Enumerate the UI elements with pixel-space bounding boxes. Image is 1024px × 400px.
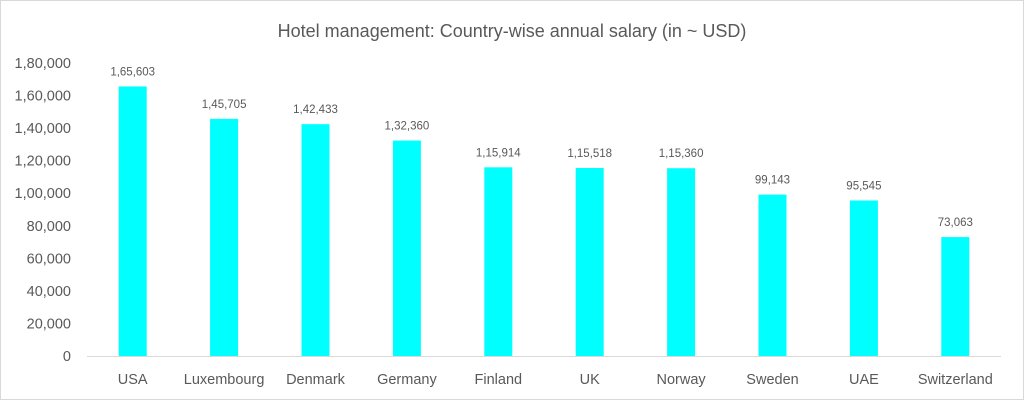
y-tick-label: 1,80,000	[15, 56, 71, 72]
y-tick-label: 0	[63, 349, 71, 365]
x-tick-label: UK	[580, 372, 600, 388]
chart-title: Hotel management: Country-wise annual sa…	[278, 21, 747, 41]
bar	[118, 86, 147, 356]
data-label: 1,15,360	[659, 148, 704, 160]
bar	[849, 200, 878, 356]
bar	[210, 118, 239, 356]
y-tick-label: 80,000	[27, 219, 71, 235]
x-tick-label: Switzerland	[918, 372, 993, 388]
data-label: 1,45,705	[202, 99, 247, 111]
x-tick-label: USA	[118, 372, 148, 388]
x-tick-label: Luxembourg	[184, 372, 265, 388]
data-label: 1,15,914	[476, 147, 521, 159]
y-tick-label: 1,00,000	[15, 186, 71, 202]
y-tick-label: 60,000	[27, 251, 71, 267]
data-label: 1,32,360	[385, 121, 430, 133]
bar	[758, 194, 787, 356]
data-label: 1,65,603	[110, 66, 155, 78]
x-tick-label: Denmark	[286, 372, 346, 388]
y-tick-label: 20,000	[27, 316, 71, 332]
data-label: 1,42,433	[293, 104, 338, 116]
bar	[575, 167, 604, 356]
bar	[484, 167, 513, 356]
y-tick-label: 40,000	[27, 284, 71, 300]
data-label: 1,15,518	[567, 148, 612, 160]
bar	[941, 237, 970, 356]
y-tick-label: 1,20,000	[15, 154, 71, 170]
y-tick-label: 1,40,000	[15, 121, 71, 137]
data-label: 73,063	[938, 217, 973, 229]
x-tick-label: UAE	[849, 372, 879, 388]
y-tick-label: 1,60,000	[15, 89, 71, 105]
x-tick-label: Germany	[377, 372, 437, 388]
bar	[301, 124, 330, 356]
data-label: 95,545	[846, 180, 881, 192]
bar	[392, 140, 421, 356]
bar	[667, 168, 696, 356]
x-tick-label: Finland	[475, 372, 523, 388]
x-tick-label: Norway	[657, 372, 707, 388]
x-tick-label: Sweden	[746, 372, 798, 388]
data-label: 99,143	[755, 175, 790, 187]
